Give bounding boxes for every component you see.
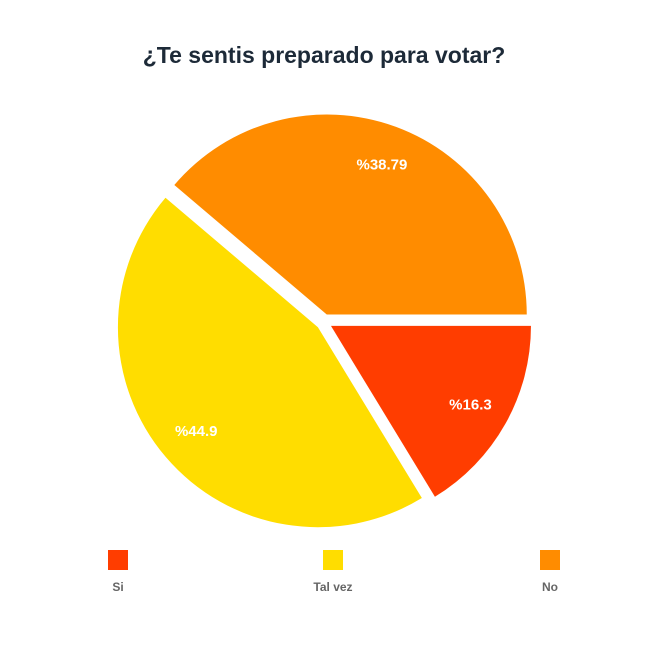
pie-slice-si [330, 325, 531, 497]
legend-swatch-tal-vez [323, 550, 343, 570]
legend-label-tal-vez: Tal vez [313, 580, 353, 594]
legend-label-si: Si [112, 580, 124, 594]
legend-item-si: Si [78, 550, 158, 594]
legend-item-no: No [510, 550, 590, 594]
legend-swatch-no [540, 550, 560, 570]
legend-item-tal-vez: Tal vez [293, 550, 373, 594]
pie-slice-no [174, 114, 527, 315]
chart-title: ¿Te sentis preparado para votar? [142, 42, 506, 68]
legend-label-no: No [542, 580, 558, 594]
data-label-tal-vez: %44.9 [175, 423, 218, 440]
pie-slice-tal-vez [117, 197, 422, 528]
legend-swatch-si [108, 550, 128, 570]
data-label-si: %16.3 [449, 396, 492, 413]
data-label-no: %38.79 [356, 156, 407, 173]
